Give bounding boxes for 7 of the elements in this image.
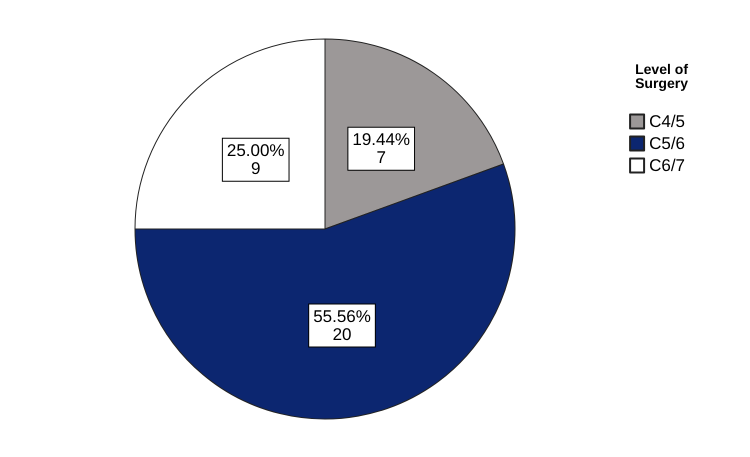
data-label: 19.44% 7: [352, 130, 410, 168]
legend-label: C4/5: [649, 112, 686, 131]
legend-label: C6/7: [649, 156, 686, 175]
legend-title: Level of Surgery: [635, 61, 688, 91]
data-label: 25.00% 9: [226, 141, 285, 178]
legend-label: C5/6: [649, 134, 686, 153]
data-label: 55.56% 20: [313, 307, 371, 344]
